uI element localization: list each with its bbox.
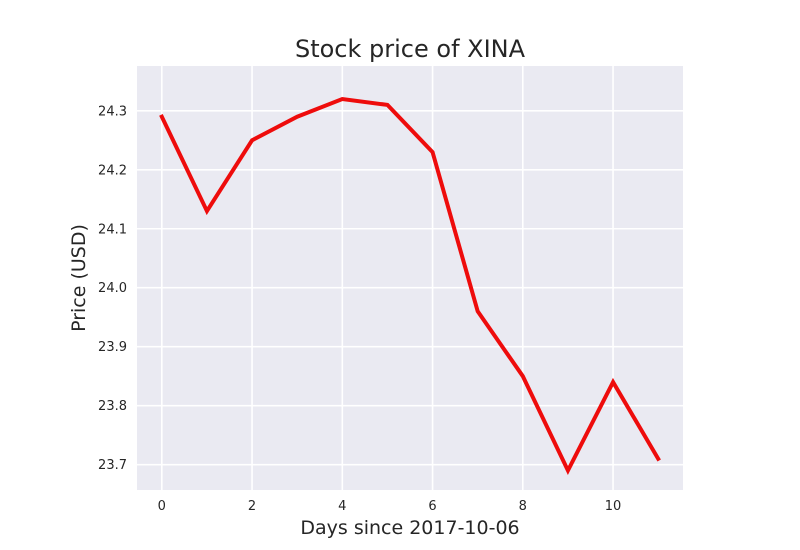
- data-point: [522, 376, 523, 377]
- y-tick-label: 23.7: [98, 458, 127, 473]
- data-point: [658, 458, 659, 459]
- y-gridlines: [137, 110, 683, 466]
- y-tick-label: 24.2: [98, 163, 127, 178]
- data-point: [567, 470, 568, 471]
- x-tick-label: 2: [248, 499, 256, 514]
- y-tick-label: 23.9: [98, 340, 127, 355]
- y-axis-label: Price (USD): [68, 224, 90, 332]
- chart-title: Stock price of XINA: [295, 35, 526, 63]
- y-tick-label: 24.0: [98, 281, 127, 296]
- data-point: [477, 311, 478, 312]
- y-tick-label: 24.3: [98, 104, 127, 119]
- x-axis-label: Days since 2017-10-06: [300, 517, 519, 539]
- y-tick-label: 23.8: [98, 399, 127, 414]
- data-point: [342, 99, 343, 100]
- data-point: [161, 116, 162, 117]
- y-tick-labels: 23.7 23.8 23.9 24.0 24.1 24.2 24.3: [98, 104, 127, 473]
- data-point: [432, 152, 433, 153]
- x-tick-labels: 0 2 4 6 8 10: [158, 499, 622, 514]
- x-tick-label: 8: [519, 499, 527, 514]
- data-point: [252, 140, 253, 141]
- series-lines: [159, 96, 661, 476]
- price-line: [159, 96, 661, 476]
- x-gridlines: [161, 66, 614, 490]
- data-point: [206, 211, 207, 212]
- data-point: [613, 382, 614, 383]
- x-tick-label: 0: [158, 499, 166, 514]
- x-tick-label: 6: [428, 499, 436, 514]
- x-tick-label: 10: [605, 499, 622, 514]
- data-point: [387, 104, 388, 105]
- data-point: [297, 116, 298, 117]
- y-tick-label: 24.1: [98, 222, 127, 237]
- x-tick-label: 4: [338, 499, 346, 514]
